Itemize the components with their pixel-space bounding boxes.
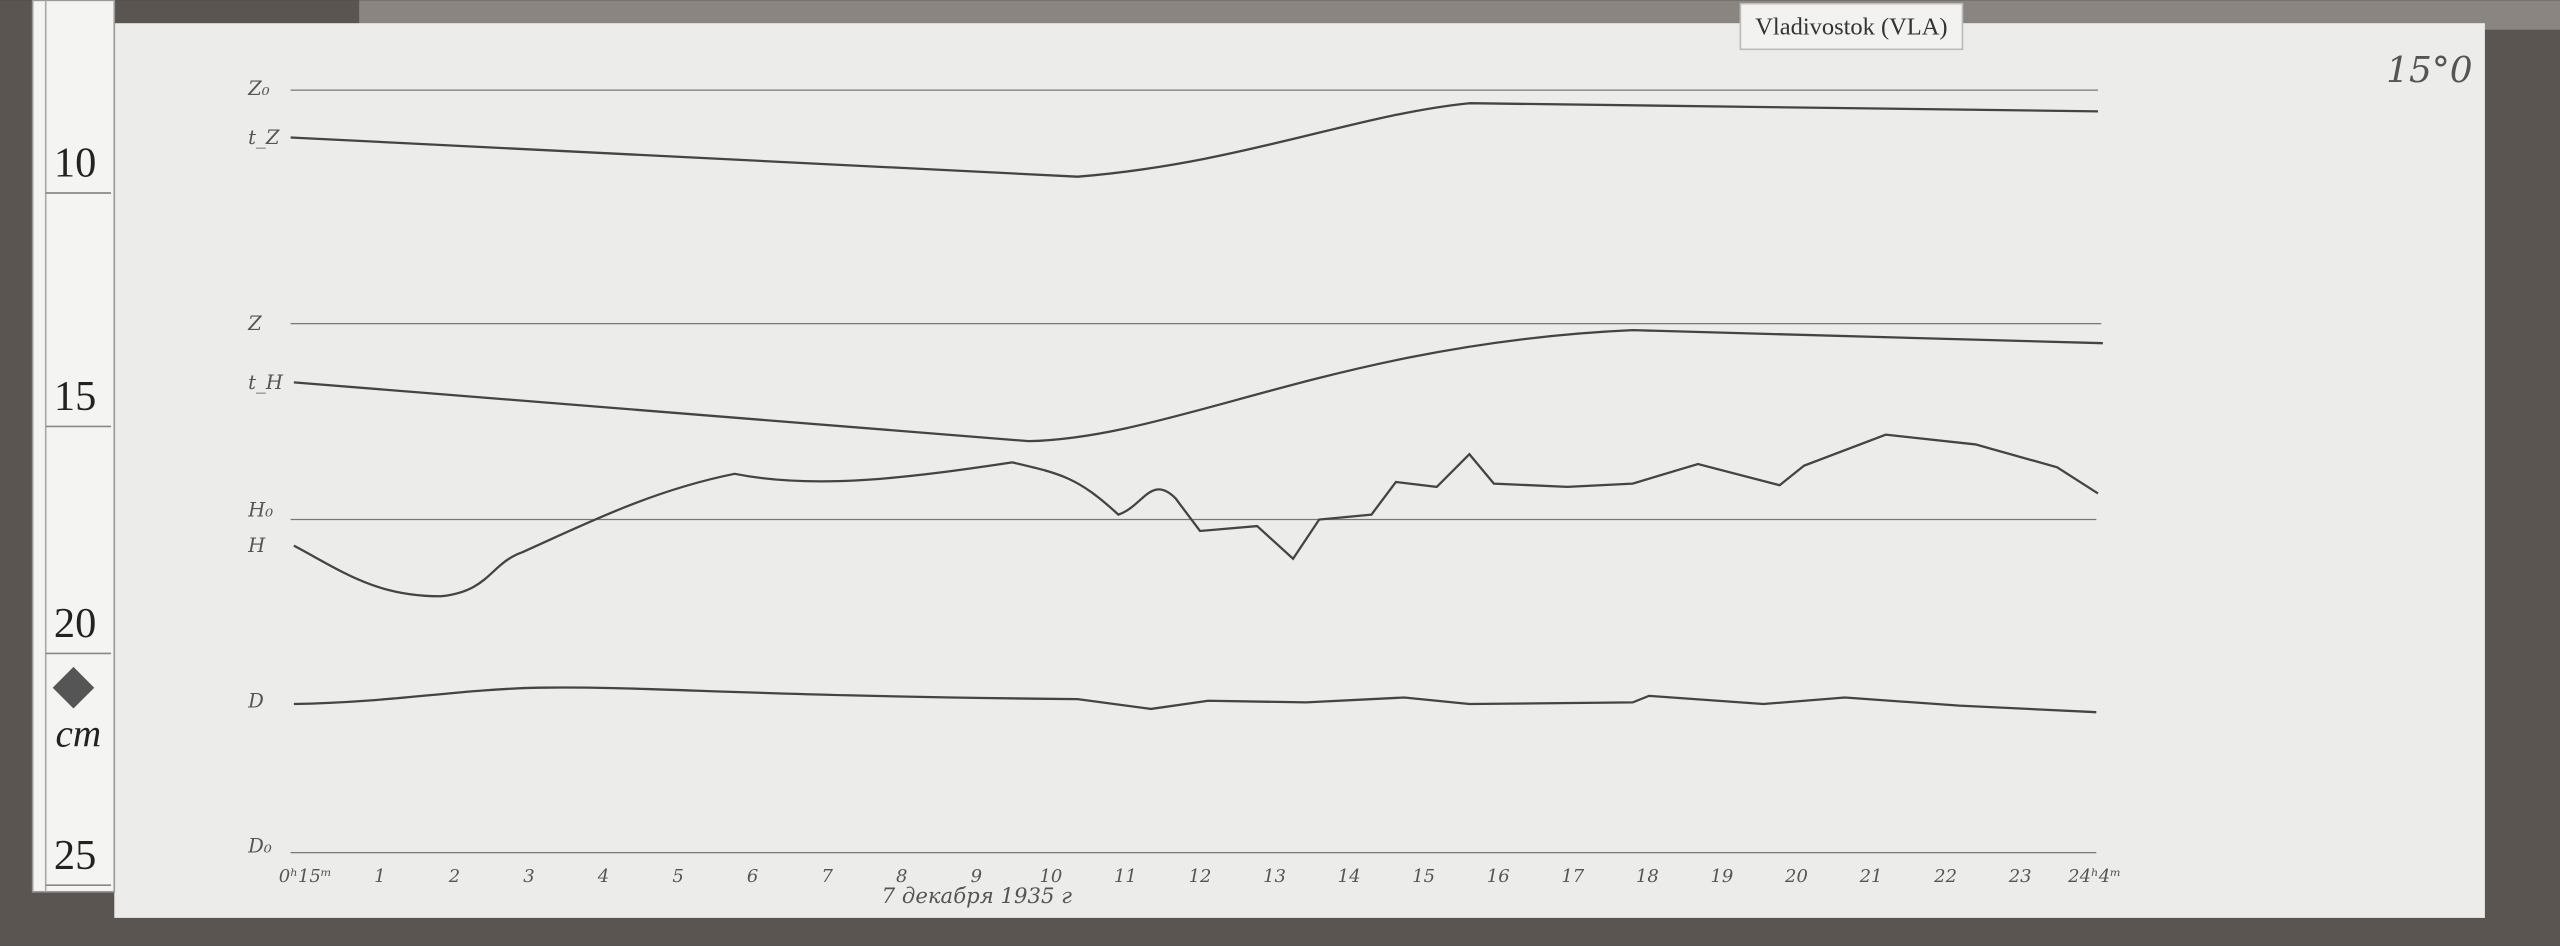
ruler-mark: 20 — [54, 600, 96, 647]
trace-label: Z — [247, 312, 262, 335]
hour-label: 19 — [1710, 866, 1733, 887]
hour-label: 23 — [2008, 866, 2032, 887]
hour-label: 18 — [1636, 866, 1659, 887]
hour-label: 20 — [1784, 866, 1808, 887]
ruler-unit: cm — [56, 712, 102, 755]
hour-label: 10 — [1039, 866, 1062, 887]
station-label: Vladivostok (VLA) — [1755, 14, 1947, 41]
trace-label: H₀ — [247, 498, 273, 521]
hour-label: 15 — [1412, 866, 1435, 887]
trace-label: H — [247, 534, 266, 557]
trace-label: Z₀ — [247, 77, 270, 100]
hour-label: 9 — [971, 866, 982, 887]
hour-label: 4 — [597, 866, 609, 887]
hour-label: 12 — [1189, 866, 1212, 887]
trace-label: t_Z — [248, 126, 280, 149]
hour-label: 5 — [672, 866, 683, 887]
hour-label: 0ʰ15ᵐ — [279, 866, 332, 887]
hour-label: 16 — [1487, 866, 1510, 887]
hour-label: 3 — [523, 866, 534, 887]
hour-label: 2 — [448, 866, 460, 887]
trace-d — [293, 686, 2097, 714]
ruler — [31, 0, 116, 893]
hour-label: 6 — [747, 866, 758, 887]
trace-label: t_H — [248, 371, 284, 394]
hour-label: 24ʰ4ᵐ — [2067, 866, 2121, 887]
hour-label: 8 — [896, 866, 907, 887]
hour-label: 21 — [1859, 866, 1883, 887]
hour-label: 22 — [1933, 866, 1957, 887]
hour-label: 11 — [1114, 866, 1137, 887]
hour-label: 13 — [1263, 866, 1286, 887]
trace-label: D₀ — [247, 835, 272, 858]
station-tag — [1739, 2, 1964, 51]
ruler-mark: 15 — [54, 373, 96, 420]
hour-label: 14 — [1338, 866, 1361, 887]
trace-h — [293, 433, 2099, 598]
trace-th — [293, 328, 2103, 443]
hour-label: 17 — [1561, 866, 1584, 887]
hour-label: 1 — [374, 866, 385, 887]
trace-tz — [290, 102, 2098, 178]
plate-number: 15°0 — [2386, 50, 2473, 91]
hour-label: 7 — [821, 866, 833, 887]
trace-label: D — [247, 689, 264, 712]
ruler-mark: 10 — [54, 140, 96, 187]
ruler-mark: 25 — [54, 832, 96, 879]
caption: 7 декабря 1935 г — [882, 884, 1073, 909]
paper — [114, 23, 2485, 918]
